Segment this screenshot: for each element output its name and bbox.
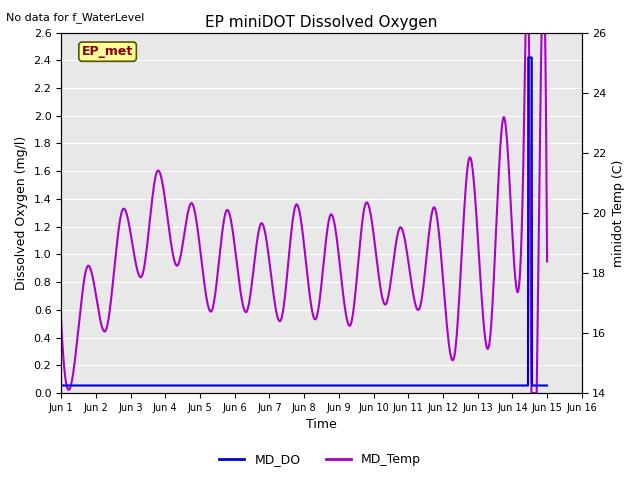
Y-axis label: Dissolved Oxygen (mg/l): Dissolved Oxygen (mg/l): [15, 136, 28, 290]
MD_DO: [279, 383, 287, 388]
Line: MD_DO: MD_DO: [61, 58, 547, 385]
MD_DO: [241, 383, 249, 388]
Text: No data for f_WaterLevel: No data for f_WaterLevel: [6, 12, 145, 23]
Title: EP miniDOT Dissolved Oxygen: EP miniDOT Dissolved Oxygen: [205, 15, 438, 30]
MD_DO: [524, 55, 532, 60]
MD_DO: [543, 383, 551, 388]
MD_Temp: [99, 327, 107, 333]
Legend: MD_DO, MD_Temp: MD_DO, MD_Temp: [214, 448, 426, 471]
X-axis label: Time: Time: [306, 419, 337, 432]
MD_Temp: [196, 243, 204, 249]
MD_DO: [196, 383, 204, 388]
MD_Temp: [279, 308, 287, 313]
MD_Temp: [383, 300, 390, 305]
MD_Temp: [232, 255, 240, 261]
MD_DO: [99, 383, 107, 388]
MD_Temp: [58, 318, 65, 324]
MD_Temp: [543, 259, 551, 264]
MD_Temp: [528, 390, 536, 396]
MD_Temp: [522, 23, 529, 28]
MD_DO: [232, 383, 240, 388]
Line: MD_Temp: MD_Temp: [61, 25, 547, 393]
MD_DO: [58, 383, 65, 388]
MD_Temp: [241, 309, 249, 314]
MD_DO: [383, 383, 390, 388]
Text: EP_met: EP_met: [82, 45, 133, 58]
Y-axis label: minidot Temp (C): minidot Temp (C): [612, 159, 625, 266]
